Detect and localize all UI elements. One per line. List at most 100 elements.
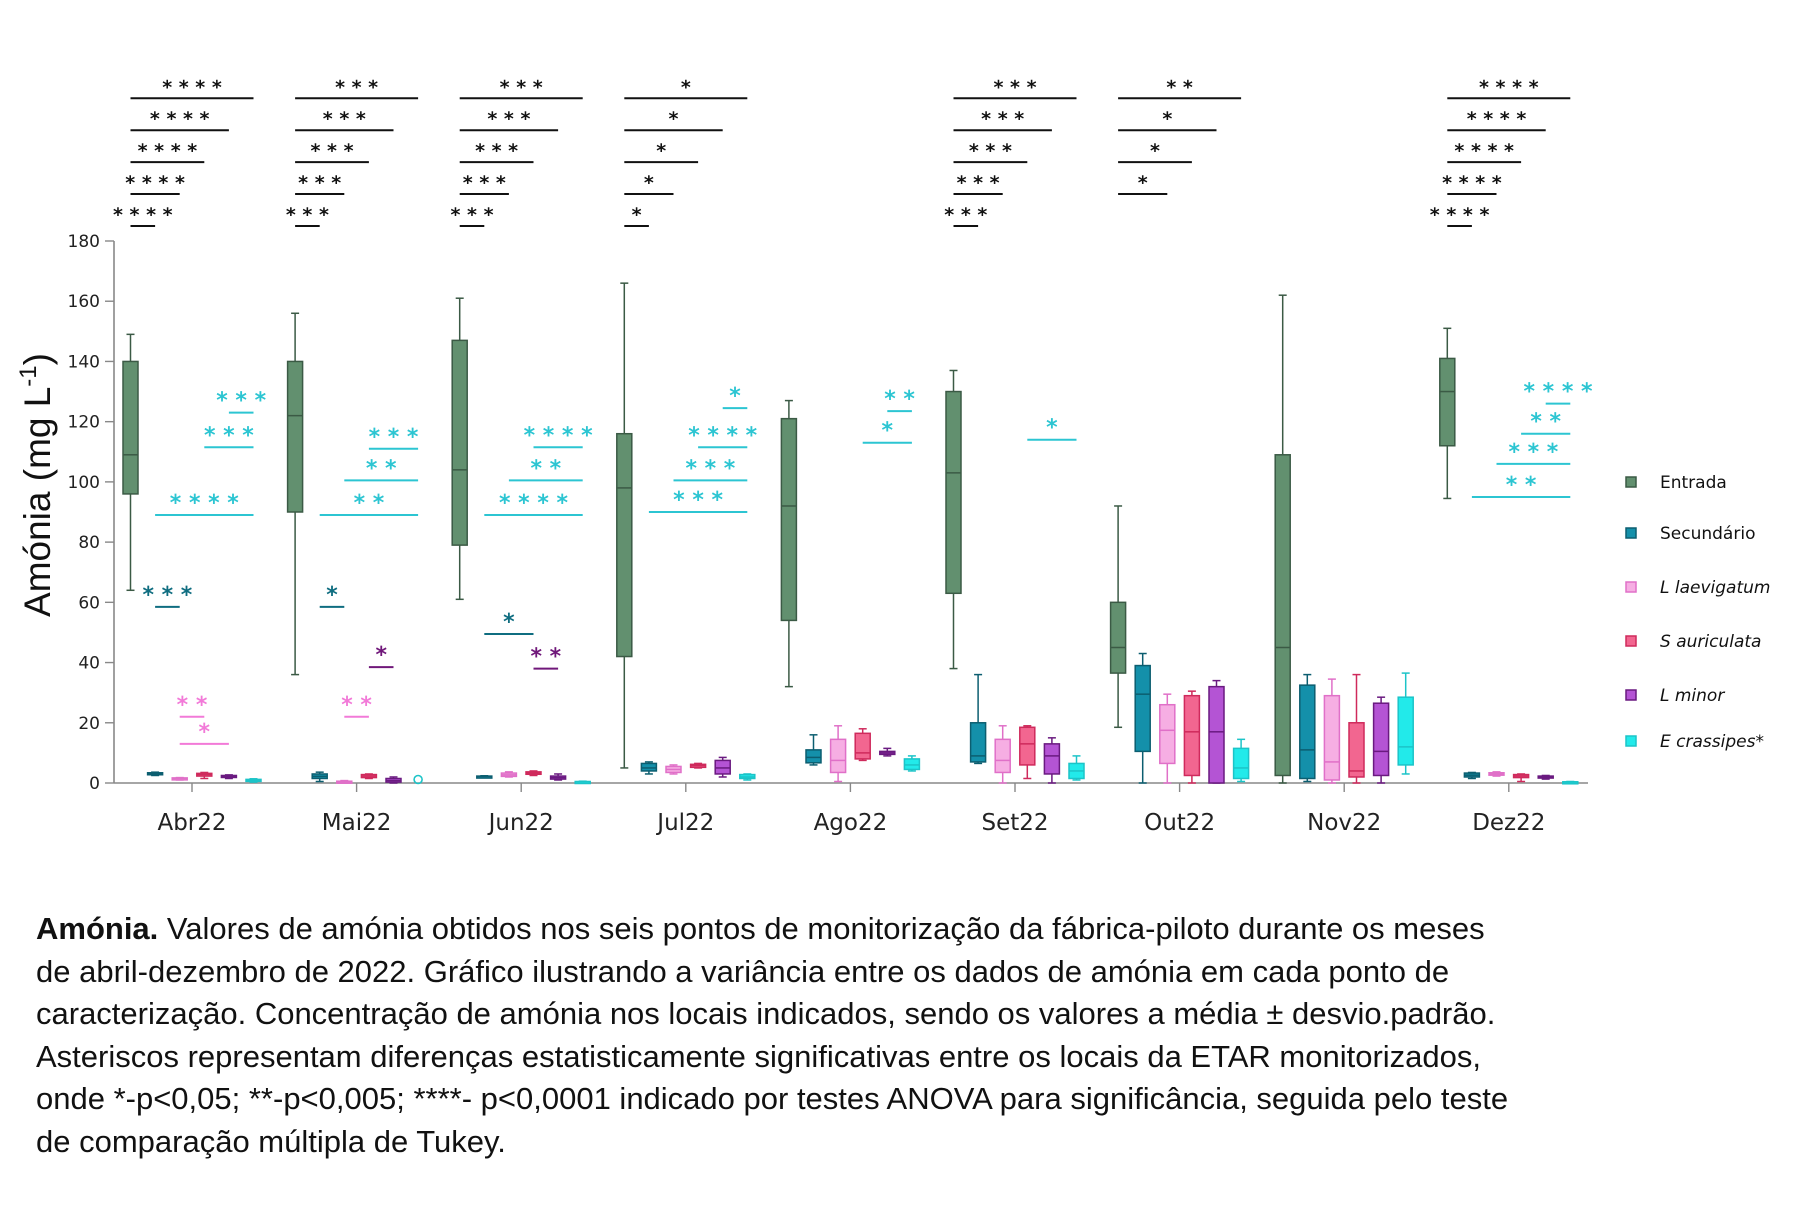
significance-label: * * * [204,423,254,448]
legend-label: L minor [1660,686,1725,706]
box-iqr [1274,454,1291,777]
significance-label: * * * * [170,491,239,516]
box-l-laevigatum-abr22 [171,776,188,781]
significance-label: * [882,419,894,444]
significance-label: * [644,172,654,194]
box-s-auriculata-mai22 [360,773,378,780]
legend-swatch [1625,689,1637,701]
box-entrada-jun22 [451,297,468,601]
box-iqr [640,762,658,772]
y-tick-label: 100 [68,473,100,493]
significance-label: * [1138,172,1148,194]
box-l-laevigatum-set22 [994,725,1011,784]
caption-line: caracterização. Concentração de amónia n… [36,996,1496,1031]
box-iqr [829,738,847,774]
box-iqr [994,738,1011,774]
significance-label: * * [354,491,385,516]
y-tick-label: 180 [68,232,100,252]
significance-label: * * * [981,108,1024,130]
significance-label: * * * [142,583,192,608]
box-l-laevigatum-jul22 [665,764,682,775]
box-entrada-set22 [945,369,962,670]
significance-label: * * * * [1524,380,1593,405]
box-secund-rio-set22 [969,673,987,765]
box-entrada-out22 [1109,505,1127,729]
caption-line: de comparação múltipla de Tukey. [36,1123,506,1159]
y-axis-label: Amónia (mg L-1) [15,353,58,617]
box-iqr [805,749,822,764]
box-l-minor-jun22 [549,773,567,781]
legend-label: L laevigatum [1660,578,1770,598]
significance-label: * * * [475,140,518,162]
box-iqr [1134,664,1151,753]
significance-label: * * * [487,108,530,130]
box-s-auriculata-set22 [1019,725,1036,780]
box-iqr [969,722,987,763]
significance-label: * * * * [150,108,210,130]
significance-label: * * [1166,76,1193,98]
significance-label: * * [1506,473,1537,498]
significance-label: * * * [216,389,266,414]
significance-label: * * * * [1467,108,1527,130]
significance-label: * * * [993,76,1036,98]
box-e-crassipes--dez22 [1562,780,1579,785]
box-l-minor-dez22 [1537,774,1554,780]
box-secund-rio-mai22 [311,771,328,783]
box-e-crassipes--jun22 [574,780,591,785]
significance-label: * * * [286,204,329,226]
caption-line: Asteriscos representam diferenças estati… [36,1038,1481,1074]
box-secund-rio-dez22 [1463,771,1481,780]
box-e-crassipes--out22 [1232,738,1250,783]
significance-label: * [656,140,666,162]
box-s-auriculata-ago22 [854,728,871,762]
box-e-crassipes--ago22 [903,755,921,772]
x-tick-label: Jul22 [655,810,714,836]
box-l-laevigatum-jun22 [500,771,518,778]
significance-label: * * * * [499,491,568,516]
box-e-crassipes--set22 [1068,755,1085,781]
significance-label: * [669,108,679,130]
significance-label: * * [366,456,397,481]
significance-label: * * * [957,172,1000,194]
significance-label: * * * * [138,140,198,162]
box-secund-rio-ago22 [805,734,822,766]
legend-swatch [1625,581,1637,593]
box-iqr [616,432,633,658]
box-iqr [1159,703,1176,765]
legend-label: Entrada [1660,473,1727,493]
box-entrada-ago22 [780,399,798,688]
box-iqr [1299,684,1316,780]
significance-label: * * * [685,456,735,481]
box-entrada-mai22 [286,312,304,676]
box-iqr [1208,685,1225,784]
box-entrada-jul22 [616,282,633,769]
box-e-crassipes--jul22 [739,773,756,781]
box-s-auriculata-out22 [1183,690,1201,784]
box-l-minor-mai22 [385,776,402,784]
y-tick-label: 0 [89,774,100,794]
axes: 0 20 40 60 80 100 120 140 160 180 Abr22 Mai22 Jun22 J… [68,232,1588,836]
significance-label: * * * * [162,76,222,98]
box-secund-rio-out22 [1134,652,1151,784]
significance-label: * [1162,108,1172,130]
figure-caption: Amónia. Valores de amónia obtidos nos se… [36,908,1776,1163]
box-l-minor-abr22 [220,774,238,780]
significance-label: * * * [369,425,419,450]
box-entrada-dez22 [1439,327,1456,500]
box-s-auriculata-dez22 [1512,773,1530,783]
box-s-auriculata-nov22 [1348,673,1365,784]
box-l-minor-out22 [1208,679,1225,784]
x-tick-label: Out22 [1144,810,1215,836]
legend-swatch [1625,527,1637,539]
caption-line: de abril-dezembro de 2022. Gráfico ilust… [36,953,1450,989]
significance-label: * * * [323,108,366,130]
box-l-minor-nov22 [1372,696,1390,784]
significance-label: * * * [450,204,493,226]
legend-item: L laevigatum [1625,578,1770,598]
significance-label: * [1046,416,1058,441]
y-tick-label: 80 [78,533,100,553]
outlier-point [413,774,423,785]
caption-line: Amónia. Valores de amónia obtidos nos se… [36,908,1776,951]
significance-label: * * [1530,410,1561,435]
significance-label: * * [177,693,208,718]
